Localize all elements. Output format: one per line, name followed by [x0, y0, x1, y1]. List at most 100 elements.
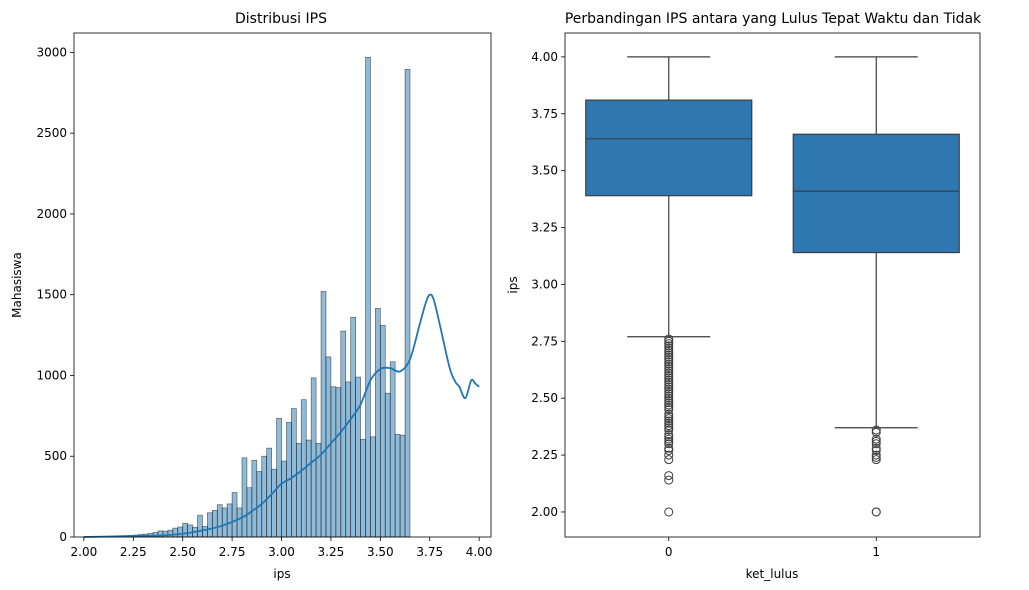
y-tick-label: 500 — [44, 449, 67, 463]
histogram-bar — [355, 376, 361, 538]
box-outlier — [664, 386, 674, 396]
boxplot-y-ticks: 2.00 2.25 2.50 2.75 3.00 3.25 3.50 3.75 4.00 — [531, 50, 565, 519]
y-tick-label: 0 — [59, 530, 67, 544]
box-outlier — [664, 430, 674, 440]
x-tick-label: 2.00 — [71, 545, 98, 559]
box-outlier — [871, 455, 881, 465]
box-outlier — [664, 357, 674, 367]
box-outlier — [664, 405, 674, 415]
box-outlier — [664, 395, 674, 405]
box-outlier — [664, 348, 674, 358]
x-tick-label: 1 — [872, 545, 880, 559]
histogram-bar — [350, 316, 356, 538]
box-outlier — [871, 443, 881, 453]
y-tick-label: 2500 — [36, 126, 67, 140]
box-outlier — [664, 436, 674, 446]
boxplot-y-axis-label: ips — [506, 276, 520, 293]
box-outlier — [664, 373, 674, 383]
box-outlier — [664, 475, 674, 485]
histogram-bar — [330, 386, 337, 538]
histogram-bar — [365, 56, 371, 538]
histogram-bar — [231, 492, 238, 538]
y-tick-label: 3.00 — [531, 277, 558, 291]
histogram-kde-line — [83, 293, 480, 538]
histogram-x-ticks: 2.00 2.25 2.50 2.75 3.00 3.25 3.50 3.75 4.00 — [71, 537, 493, 559]
box-outlier — [664, 382, 674, 392]
box-outlier — [664, 418, 674, 428]
box-outlier — [664, 450, 674, 460]
histogram-bar — [291, 408, 297, 538]
box-outlier — [871, 446, 881, 456]
box-outlier — [664, 411, 674, 421]
y-tick-label: 2.25 — [531, 448, 558, 462]
box-outlier — [664, 409, 674, 419]
x-tick-label: 4.00 — [466, 545, 493, 559]
histogram-bar — [281, 460, 287, 538]
y-tick-label: 2.50 — [531, 391, 558, 405]
histogram-bars — [83, 56, 411, 538]
box-outlier — [664, 439, 674, 449]
boxplot-x-axis-label: ket_lulus — [746, 567, 799, 581]
box-outlier — [871, 452, 881, 462]
histogram-bar — [211, 509, 218, 538]
box-outlier — [664, 421, 674, 431]
y-tick-label: 1000 — [36, 368, 67, 382]
x-tick-label: 2.25 — [120, 545, 147, 559]
histogram-bar — [370, 436, 376, 538]
box-outlier — [664, 361, 674, 371]
box-outlier — [664, 432, 674, 442]
histogram-bar — [241, 457, 248, 538]
box-outlier — [871, 427, 881, 437]
histogram-y-axis-label: Mahasiswa — [10, 252, 24, 318]
box-iqr — [792, 133, 960, 254]
box-outlier — [664, 398, 674, 408]
box-outlier — [664, 341, 674, 351]
histogram-bar — [360, 438, 366, 538]
y-tick-label: 3.50 — [531, 164, 558, 178]
histogram-bar — [310, 377, 317, 538]
histogram-bar — [236, 507, 243, 538]
box-outlier — [664, 377, 674, 387]
box-iqr — [585, 99, 753, 197]
box-outlier — [871, 439, 881, 449]
histogram-bar — [172, 527, 179, 538]
histogram-bar — [389, 361, 396, 538]
histogram-bar — [197, 514, 203, 538]
histogram-chart: Distribusi IPS 2.00 2.25 2.50 2.75 3.00 3.25 3… — [10, 11, 493, 581]
y-tick-label: 3000 — [36, 45, 67, 59]
box-outlier — [664, 393, 674, 403]
x-tick-label: 3.00 — [268, 545, 295, 559]
y-tick-label: 1500 — [36, 288, 67, 302]
histogram-bar — [345, 381, 352, 538]
box-outlier — [664, 471, 674, 481]
histogram-bar — [182, 522, 188, 538]
histogram-bar — [340, 330, 347, 538]
histogram-bar — [216, 504, 223, 538]
box-outlier — [664, 345, 674, 355]
box-outlier — [664, 389, 674, 399]
box-outlier — [664, 400, 674, 410]
histogram-bar — [221, 507, 228, 538]
box-outlier — [664, 384, 674, 394]
box-outlier — [871, 425, 881, 435]
boxplot-plot-frame — [564, 32, 981, 538]
box-outlier — [664, 343, 674, 353]
histogram-bar — [226, 503, 233, 538]
histogram-bar — [271, 468, 277, 538]
histogram-bar — [207, 512, 213, 538]
histogram-bar — [384, 392, 391, 538]
boxplot-chart: Perbandingan IPS antara yang Lulus Tepat… — [506, 11, 982, 581]
box-outlier — [664, 368, 674, 378]
histogram-bar — [375, 308, 381, 538]
box-outlier — [664, 402, 674, 412]
histogram-bar — [394, 434, 401, 538]
box-outlier — [871, 507, 881, 517]
y-tick-label: 2.00 — [531, 505, 558, 519]
boxplot-boxes — [585, 56, 960, 517]
histogram-bar — [187, 524, 193, 538]
histogram-plot-frame — [73, 32, 492, 538]
box-outlier — [664, 352, 674, 362]
y-tick-label: 3.75 — [531, 107, 558, 121]
box-outlier — [871, 450, 881, 460]
